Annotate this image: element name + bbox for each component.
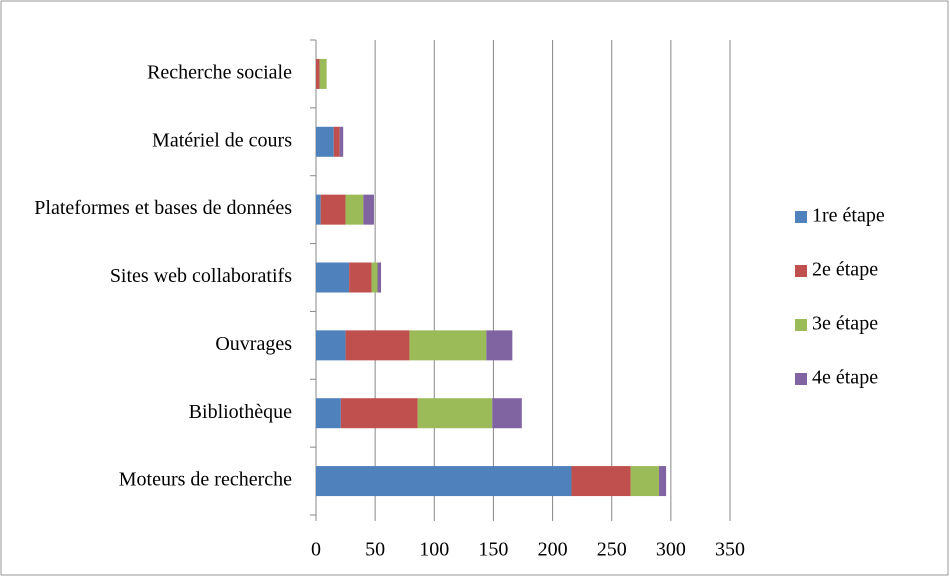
bar [333, 126, 340, 157]
x-tick-label: 300 [656, 539, 686, 561]
x-tick-label: 50 [365, 539, 385, 561]
x-tick-label: 0 [311, 539, 321, 561]
x-tick-label: 150 [478, 539, 508, 561]
bar [571, 466, 631, 497]
bar [345, 330, 410, 361]
legend-swatch [795, 373, 807, 385]
bar [371, 262, 378, 293]
bar [486, 330, 513, 361]
y-tick-label: Recherche sociale [147, 62, 292, 84]
y-tick-label: Bibliothèque [189, 401, 292, 423]
bar [417, 398, 493, 429]
legend-swatch [795, 319, 807, 331]
bar [659, 466, 667, 497]
x-tick-label: 350 [715, 539, 745, 561]
legend-label: 1re étape [812, 205, 885, 227]
bar [340, 398, 418, 429]
bar [630, 466, 660, 497]
bar [316, 330, 346, 361]
legend-label: 2e étape [812, 259, 878, 281]
legend-label: 4e étape [812, 367, 878, 389]
x-tick-label: 250 [597, 539, 627, 561]
y-tick-label: Plateformes et bases de données [34, 197, 292, 219]
bar [316, 194, 321, 225]
bar [377, 262, 382, 293]
x-tick-label: 100 [419, 539, 449, 561]
bar [363, 194, 374, 225]
legend-swatch [795, 211, 807, 223]
y-tick-label: Moteurs de recherche [119, 469, 292, 491]
bar [316, 398, 341, 429]
bar [316, 58, 320, 89]
y-tick-label: Matériel de cours [152, 129, 292, 151]
bar [349, 262, 372, 293]
bar [339, 126, 344, 157]
legend-swatch [795, 265, 807, 277]
bar [316, 466, 572, 497]
bar [409, 330, 487, 361]
bar [492, 398, 522, 429]
x-tick-label: 200 [538, 539, 568, 561]
y-tick-label: Sites web collaboratifs [110, 265, 292, 287]
bar [345, 194, 364, 225]
bar [316, 262, 350, 293]
bar [320, 194, 346, 225]
legend-label: 3e étape [812, 313, 878, 335]
bar [316, 126, 334, 157]
y-tick-label: Ouvrages [215, 333, 292, 355]
bar [319, 58, 327, 89]
